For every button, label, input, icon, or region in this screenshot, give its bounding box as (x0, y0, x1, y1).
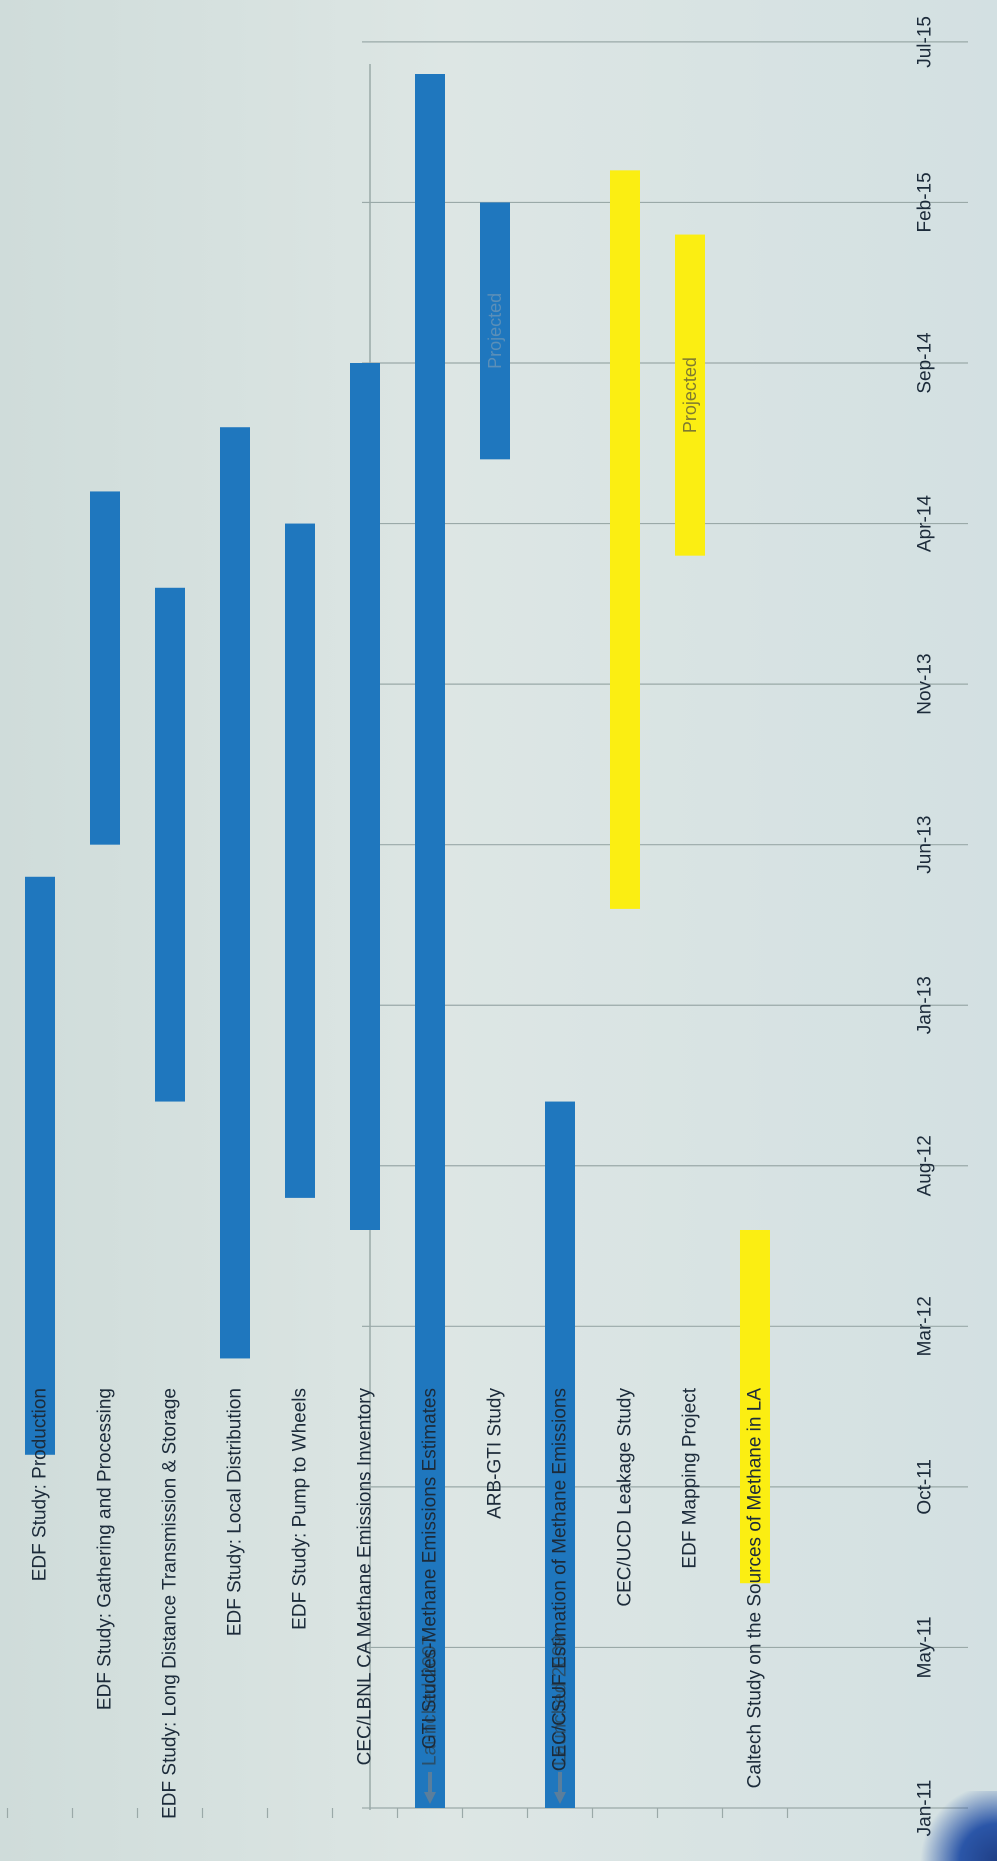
tick-label: Jan-13 (915, 976, 936, 1034)
task-label: ARB-GTI Study (485, 1388, 506, 1519)
task-start-note: Launched 2009 (550, 1635, 571, 1766)
task-bar (740, 1230, 770, 1584)
tick-label: Jul-15 (915, 16, 936, 68)
task-label: Caltech Study on the Sources of Methane … (745, 1388, 766, 1789)
task-bar-text: Projected (680, 357, 700, 433)
task-bar (155, 587, 185, 1102)
task-label: CEC/UCD Leakage Study (615, 1388, 636, 1607)
task-bar (610, 170, 640, 909)
task-bar (285, 523, 315, 1198)
task-bar (675, 234, 705, 556)
tick-label: Mar-12 (915, 1296, 936, 1356)
task-label: GTI Studies-Methane Emissions Estimates (420, 1388, 441, 1749)
task-label: EDF Mapping Project (680, 1387, 701, 1568)
task-start-note: Launched 2007 (420, 1635, 441, 1766)
tick-label: Sep-14 (915, 332, 936, 394)
launch-arrow-icon (424, 1772, 436, 1804)
tick-label: Feb-15 (915, 172, 936, 232)
task-label: EDF Study: Production (30, 1388, 51, 1581)
task-label: CEC/LBNL CA Methane Emissions Inventory (355, 1388, 376, 1766)
task-label: EDF Study: Pump to Wheels (290, 1388, 311, 1630)
tick-label: Aug-12 (915, 1135, 936, 1196)
task-bar (350, 363, 380, 1230)
launch-arrow-icon (554, 1772, 566, 1804)
task-bar (415, 74, 445, 1808)
page-corner-shadow (917, 1791, 997, 1861)
tick-label: Apr-14 (915, 495, 936, 552)
task-bar (545, 1101, 575, 1808)
tick-label: Oct-11 (915, 1459, 936, 1515)
task-label: EDF Study: Gathering and Processing (95, 1388, 116, 1710)
task-bar (220, 427, 250, 1359)
task-label: CEC/CSUF Estimation of Methane Emissions (550, 1388, 571, 1771)
tick-label: Jun-13 (915, 816, 936, 874)
task-bar (480, 202, 510, 460)
task-label: EDF Study: Long Distance Transmission & … (160, 1388, 181, 1819)
tick-label: Nov-13 (915, 653, 936, 714)
task-label: EDF Study: Local Distribution (225, 1388, 246, 1636)
task-bar (25, 876, 55, 1455)
tick-label: May-11 (915, 1616, 936, 1678)
task-bar-text: Projected (485, 293, 505, 369)
task-bar (90, 491, 120, 845)
